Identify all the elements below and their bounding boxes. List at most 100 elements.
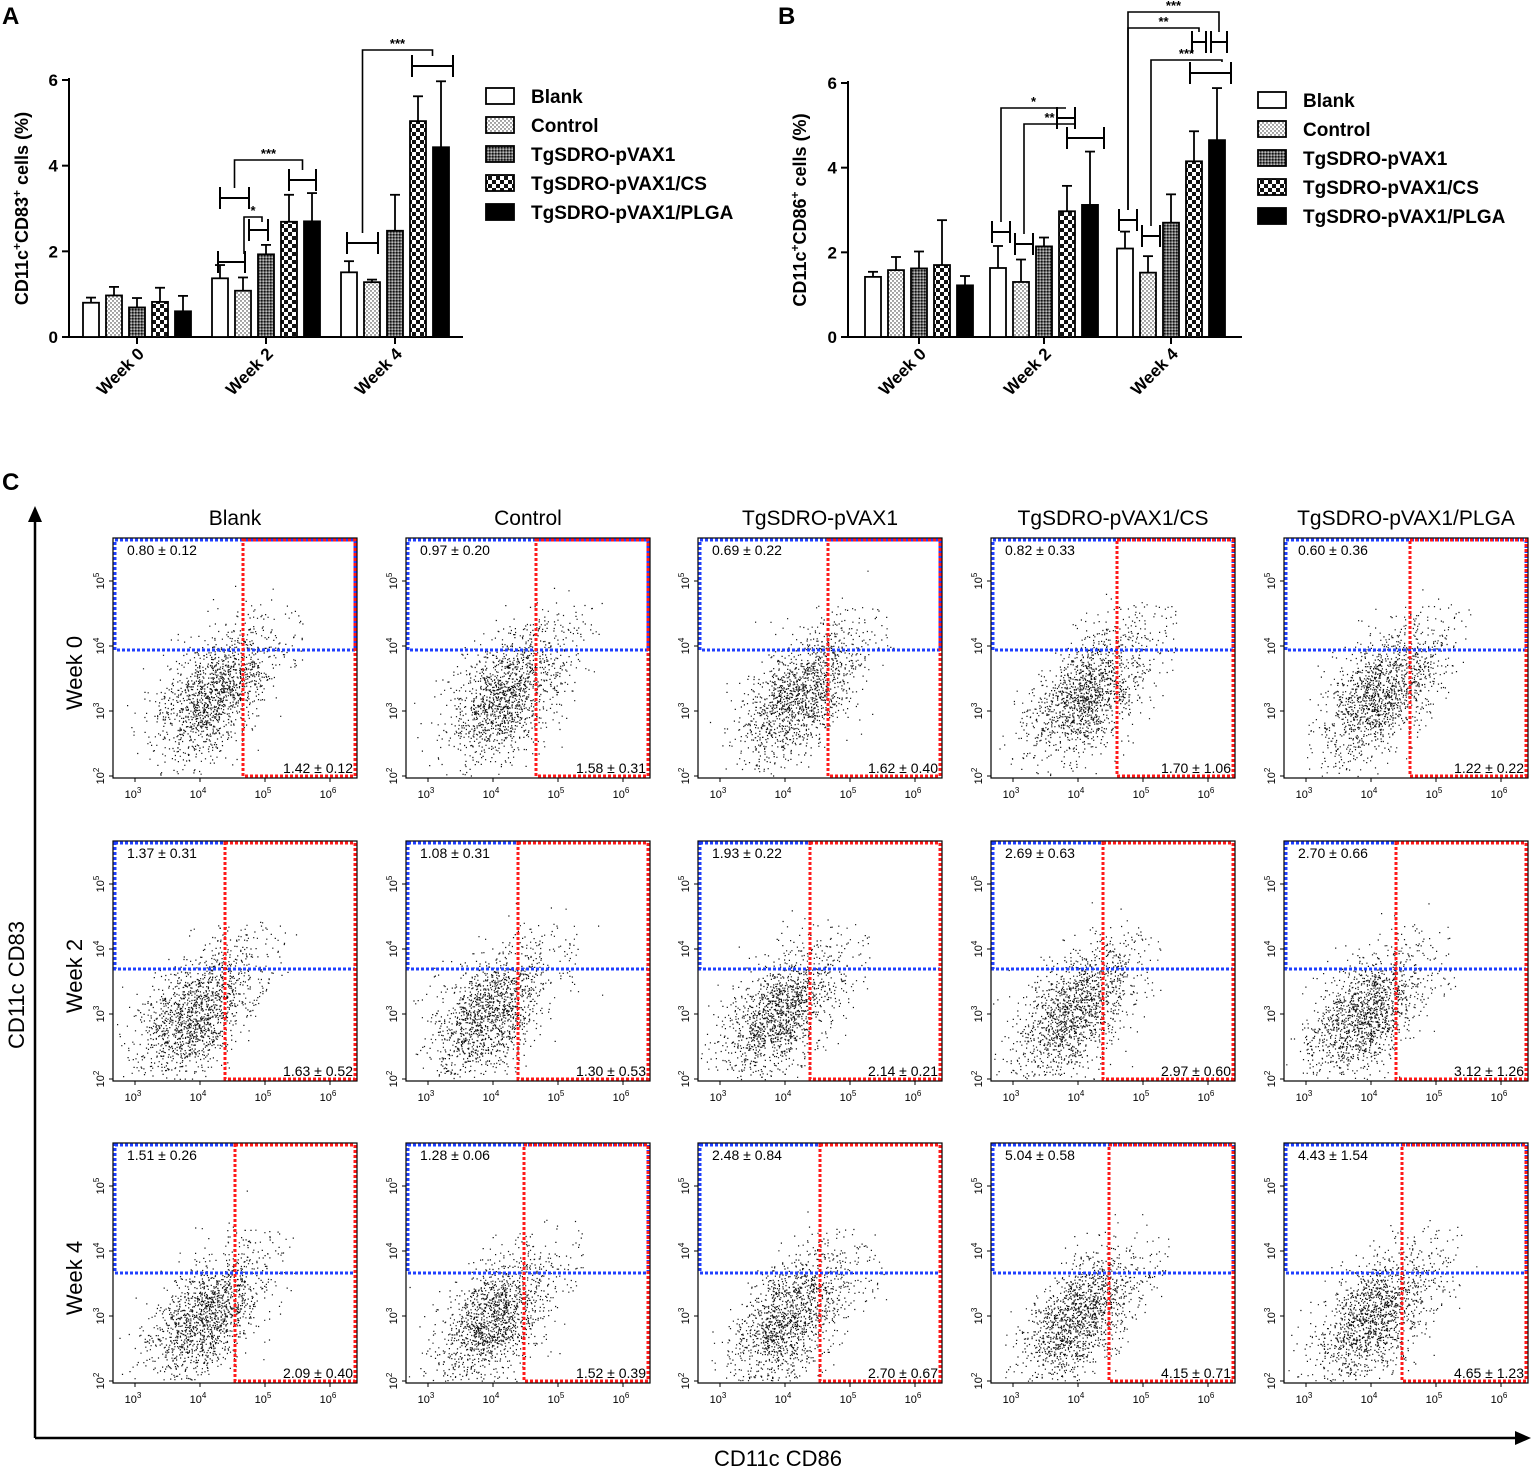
panel-c-flow-cytometry-grid: CD11c CD86 CD11c CD83 Blank Control TgSDRO-p… — [4, 506, 1531, 1469]
tick-exponent: 6 — [917, 1391, 922, 1400]
upper-left-value: 2.70 ± 0.66 — [1298, 845, 1368, 861]
tick-exponent: 6 — [625, 1089, 630, 1098]
tick-exponent: 5 — [677, 875, 686, 880]
x-tick-label: 105 — [548, 1391, 565, 1406]
y-tick-label: 105 — [677, 875, 692, 892]
event-dots — [127, 585, 304, 776]
tick-base: 10 — [1133, 1394, 1145, 1406]
y-tick-label: 105 — [1263, 875, 1278, 892]
y-tick-label: 102 — [1263, 1070, 1278, 1087]
upper-left-value: 1.51 ± 0.26 — [127, 1147, 197, 1163]
y-tick-label: 103 — [385, 702, 400, 719]
x-tick-label: 105 — [1133, 786, 1150, 801]
y-tick-label: 0 — [49, 328, 58, 347]
tick-exponent: 4 — [495, 1391, 500, 1400]
x-tick-label: 104 — [483, 1089, 500, 1104]
x-tick-label: 103 — [1296, 1391, 1313, 1406]
tick-exponent: 3 — [1263, 1307, 1272, 1312]
significance-label: *** — [1179, 46, 1195, 61]
x-tick-label: 105 — [1426, 1089, 1443, 1104]
bar-tgsdro-pvax1-cs — [280, 220, 298, 338]
tick-base: 10 — [905, 1394, 917, 1406]
tick-base: 10 — [1491, 1394, 1503, 1406]
tick-base: 10 — [1491, 789, 1503, 801]
y-tick-label: 105 — [970, 572, 985, 589]
y-axis-label-part: + — [10, 243, 24, 250]
tick-exponent: 5 — [385, 1177, 394, 1182]
tick-base: 10 — [190, 1394, 202, 1406]
y-tick-label: 6 — [828, 74, 837, 93]
y-tick-label: 102 — [92, 767, 107, 784]
tick-base: 10 — [483, 1394, 495, 1406]
upper-left-value: 0.97 ± 0.20 — [420, 542, 490, 558]
tick-exponent: 4 — [970, 940, 979, 945]
y-tick-label: 105 — [677, 1177, 692, 1194]
upper-left-value: 0.80 ± 0.12 — [127, 542, 197, 558]
y-tick-label: 104 — [385, 1242, 400, 1259]
tick-exponent: 3 — [722, 786, 727, 795]
x-tick-label: 106 — [613, 1089, 630, 1104]
tick-exponent: 3 — [722, 1391, 727, 1400]
tick-base: 10 — [613, 1394, 625, 1406]
lower-right-value: 2.97 ± 0.60 — [1161, 1063, 1231, 1079]
event-dots — [1286, 903, 1457, 1080]
y-tick-label: 105 — [1263, 1177, 1278, 1194]
tick-exponent: 3 — [430, 786, 435, 795]
bar-tgsdro-pvax1-plga — [956, 284, 974, 338]
tick-base: 10 — [1003, 789, 1015, 801]
cd86-gate — [826, 538, 942, 778]
tick-base: 10 — [1266, 642, 1278, 654]
event-dots — [414, 587, 603, 777]
column-header: TgSDRO-pVAX1/PLGA — [1297, 507, 1515, 530]
y-tick-label: 103 — [385, 1307, 400, 1324]
tick-exponent: 6 — [332, 786, 337, 795]
tick-base: 10 — [775, 1394, 787, 1406]
y-tick-label: 103 — [385, 1005, 400, 1022]
tick-base: 10 — [483, 1092, 495, 1104]
tick-base: 10 — [973, 707, 985, 719]
tick-base: 10 — [95, 1377, 107, 1389]
plot-frame — [405, 840, 651, 1082]
x-tick-label: 104 — [1361, 1089, 1378, 1104]
lower-right-value: 1.58 ± 0.31 — [576, 760, 646, 776]
tick-exponent: 5 — [1145, 786, 1150, 795]
tick-base: 10 — [680, 1182, 692, 1194]
tick-base: 10 — [388, 577, 400, 589]
cd86-gate — [1101, 841, 1235, 1081]
tick-base: 10 — [973, 880, 985, 892]
tick-exponent: 2 — [92, 1070, 101, 1075]
y-tick-label: 104 — [677, 1242, 692, 1259]
tick-base: 10 — [680, 707, 692, 719]
legend-entry: TgSDRO-pVAX1/PLGA — [531, 203, 734, 224]
tick-exponent: 4 — [1263, 1242, 1272, 1247]
bar-control — [1012, 281, 1030, 338]
x-tick-label: 105 — [548, 1089, 565, 1104]
tick-exponent: 3 — [970, 1005, 979, 1010]
legend-swatch — [485, 174, 515, 192]
tick-base: 10 — [1068, 789, 1080, 801]
tick-base: 10 — [388, 945, 400, 957]
tick-base: 10 — [1068, 1092, 1080, 1104]
plot-frame — [697, 1142, 943, 1384]
tick-exponent: 4 — [202, 786, 207, 795]
legend-entry: TgSDRO-pVAX1/CS — [531, 174, 707, 195]
tick-exponent: 5 — [560, 1089, 565, 1098]
bar-blank — [989, 267, 1007, 338]
cd86-gate — [1408, 538, 1528, 778]
y-tick-label: 102 — [677, 1372, 692, 1389]
tick-base: 10 — [680, 1010, 692, 1022]
x-tick-label: 106 — [1198, 1391, 1215, 1406]
y-tick-label: 104 — [677, 940, 692, 957]
y-tick-label: 102 — [92, 1372, 107, 1389]
tick-exponent: 4 — [787, 1391, 792, 1400]
lower-right-value: 1.52 ± 0.39 — [576, 1365, 646, 1381]
significance-label: *** — [390, 36, 406, 51]
tick-exponent: 4 — [970, 1242, 979, 1247]
tick-exponent: 4 — [1373, 1089, 1378, 1098]
y-tick-label: 102 — [385, 1372, 400, 1389]
legend-entry: TgSDRO-pVAX1 — [1303, 149, 1448, 170]
y-tick-label: 102 — [385, 1070, 400, 1087]
tick-exponent: 5 — [1145, 1391, 1150, 1400]
